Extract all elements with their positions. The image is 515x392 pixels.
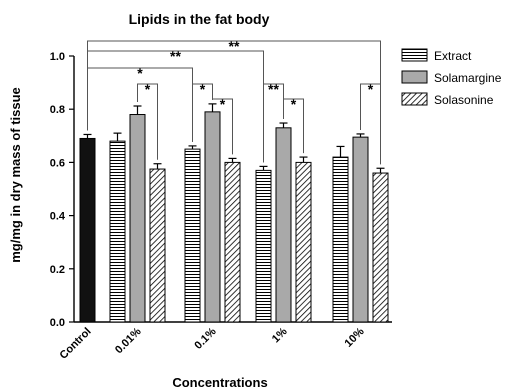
y-tick-label: 1.0	[50, 51, 65, 63]
bars	[79, 111, 389, 323]
significance-label: *	[220, 96, 226, 112]
bar	[275, 127, 292, 323]
significance-brackets: ****** ******	[87, 38, 381, 165]
significance-label: *	[291, 96, 297, 112]
significance-label: **	[170, 48, 181, 64]
y-axis-label: mg/mg in dry mass of tissue	[8, 87, 23, 263]
legend-swatch	[401, 92, 428, 106]
bar	[332, 156, 349, 323]
significance-bracket	[283, 98, 304, 154]
bar	[184, 148, 201, 323]
x-tick-label: 0.1%	[192, 325, 218, 351]
significance-label: **	[229, 38, 240, 54]
chart-title: Lipids in the fat body	[129, 11, 270, 27]
x-tick-label: 10%	[343, 325, 367, 349]
legend-swatch	[401, 48, 428, 62]
y-tick-label: 0.6	[50, 157, 65, 169]
bar	[79, 137, 96, 323]
significance-label: *	[137, 65, 143, 81]
x-tick-label: Control	[57, 326, 93, 362]
legend: Extract Solamargine Solasonine	[401, 48, 502, 107]
bar	[224, 161, 241, 323]
x-axis-label: Concentrations	[172, 375, 267, 390]
y-tick-label: 0.0	[50, 317, 65, 329]
y-tick-label: 0.2	[50, 264, 65, 276]
legend-swatch	[401, 70, 428, 84]
x-tick-label: 1%	[270, 325, 290, 345]
bar	[129, 114, 146, 323]
bar	[352, 136, 369, 323]
significance-bracket	[212, 98, 233, 155]
bar	[204, 111, 221, 323]
legend-label: Extract	[434, 49, 472, 63]
bar	[372, 172, 389, 323]
legend-label: Solasonine	[434, 93, 494, 107]
significance-label: *	[145, 81, 151, 97]
y-tick-label: 0.8	[50, 104, 65, 116]
significance-bracket	[192, 83, 213, 142]
bar	[295, 161, 312, 323]
legend-label: Solamargine	[434, 71, 502, 85]
significance-label: **	[268, 81, 279, 97]
bar	[255, 169, 272, 323]
significance-bracket	[137, 83, 158, 160]
bar	[149, 168, 166, 323]
error-bars	[83, 103, 385, 174]
significance-label: *	[368, 81, 374, 97]
bar	[109, 140, 126, 323]
significance-label: *	[200, 81, 206, 97]
y-tick-label: 0.4	[50, 211, 66, 223]
x-tick-labels: Control 0.01% 0.1% 1% 10%	[57, 325, 366, 361]
significance-bracket	[360, 83, 381, 165]
x-tick-label: 0.01%	[113, 325, 144, 356]
